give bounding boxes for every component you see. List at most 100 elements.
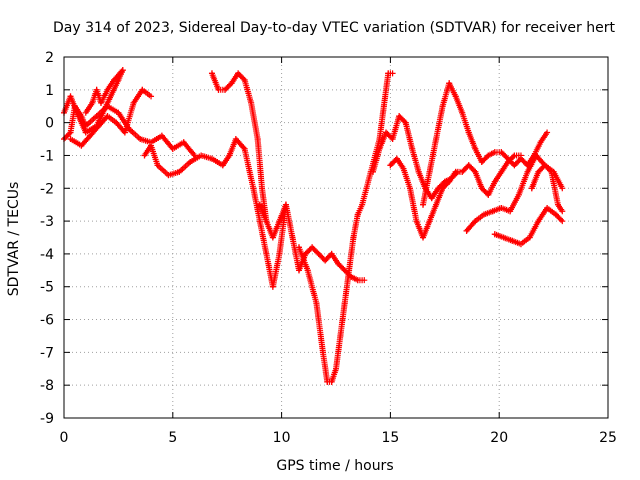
data-point bbox=[433, 201, 440, 208]
data-point bbox=[428, 195, 435, 202]
data-point bbox=[130, 99, 137, 106]
data-point bbox=[498, 149, 505, 156]
data-point bbox=[489, 208, 496, 215]
data-point bbox=[304, 267, 311, 274]
satellite-track-2 bbox=[61, 103, 198, 159]
data-point bbox=[263, 250, 270, 257]
x-axis-label: GPS time / hours bbox=[276, 458, 393, 474]
data-point bbox=[141, 152, 148, 159]
x-tick-label: 0 bbox=[60, 430, 69, 446]
data-point bbox=[511, 162, 518, 169]
data-point bbox=[315, 250, 322, 257]
data-point bbox=[387, 162, 394, 169]
data-point bbox=[121, 129, 128, 136]
data-point bbox=[256, 201, 263, 208]
data-point bbox=[269, 234, 276, 241]
y-tick-label: 0 bbox=[45, 116, 54, 132]
data-point bbox=[554, 201, 561, 208]
data-point bbox=[500, 234, 507, 241]
data-point bbox=[559, 218, 566, 225]
satellite-track-1 bbox=[61, 67, 126, 136]
satellite-track-8 bbox=[369, 113, 461, 202]
grid-lines bbox=[64, 57, 608, 418]
data-point bbox=[361, 277, 368, 284]
data-point bbox=[256, 218, 263, 225]
data-point bbox=[491, 149, 498, 156]
data-point bbox=[517, 155, 524, 162]
data-point bbox=[393, 155, 400, 162]
y-tick-label: 1 bbox=[45, 83, 54, 99]
data-point bbox=[439, 103, 446, 110]
data-point bbox=[478, 185, 485, 192]
data-point bbox=[528, 185, 535, 192]
data-point bbox=[446, 178, 453, 185]
data-point bbox=[337, 332, 344, 339]
data-point bbox=[472, 218, 479, 225]
data-point bbox=[433, 136, 440, 143]
data-point bbox=[420, 201, 427, 208]
data-point bbox=[148, 93, 155, 100]
data-point bbox=[559, 208, 566, 215]
data-point bbox=[269, 283, 276, 290]
y-tick-label: -5 bbox=[40, 280, 54, 296]
data-point bbox=[139, 86, 146, 93]
data-point bbox=[119, 67, 126, 74]
data-point bbox=[472, 168, 479, 175]
data-point bbox=[235, 70, 242, 77]
data-point bbox=[82, 109, 89, 116]
data-point bbox=[104, 86, 111, 93]
data-marks bbox=[61, 67, 566, 385]
y-tick-label: -2 bbox=[40, 181, 54, 197]
data-point bbox=[250, 185, 257, 192]
data-point bbox=[222, 86, 229, 93]
x-tick-label: 15 bbox=[381, 430, 399, 446]
data-point bbox=[93, 86, 100, 93]
data-point bbox=[498, 168, 505, 175]
data-point bbox=[89, 99, 96, 106]
data-point bbox=[426, 218, 433, 225]
data-point bbox=[104, 103, 111, 110]
data-point bbox=[491, 178, 498, 185]
y-tick-label: 2 bbox=[45, 50, 54, 66]
data-point bbox=[537, 139, 544, 146]
satellite-track-3 bbox=[67, 86, 155, 149]
y-tick-label: -4 bbox=[40, 247, 54, 263]
y-tick-label: -8 bbox=[40, 378, 54, 394]
data-point bbox=[354, 211, 361, 218]
data-point bbox=[296, 244, 303, 251]
data-point bbox=[208, 155, 215, 162]
y-tick-label: -6 bbox=[40, 313, 54, 329]
data-point bbox=[341, 300, 348, 307]
data-point bbox=[498, 204, 505, 211]
satellite-track-6 bbox=[256, 201, 368, 284]
plot-frame bbox=[63, 56, 609, 419]
data-point bbox=[526, 234, 533, 241]
data-point bbox=[67, 136, 74, 143]
data-point bbox=[463, 227, 470, 234]
data-point bbox=[289, 234, 296, 241]
data-point bbox=[369, 168, 376, 175]
x-tick-label: 20 bbox=[490, 430, 508, 446]
data-point bbox=[426, 168, 433, 175]
data-point bbox=[452, 93, 459, 100]
data-point bbox=[524, 168, 531, 175]
data-point bbox=[406, 185, 413, 192]
data-point bbox=[350, 234, 357, 241]
data-point bbox=[78, 142, 85, 149]
x-tick-label: 25 bbox=[599, 430, 617, 446]
data-point bbox=[507, 208, 514, 215]
data-point bbox=[93, 113, 100, 120]
y-tick-labels: -9 -8 -7 -6 -5 -4 -3 -2 -1 0 1 2 bbox=[40, 50, 54, 427]
data-point bbox=[509, 237, 516, 244]
data-point bbox=[396, 113, 403, 120]
data-point bbox=[241, 145, 248, 152]
y-tick-label: -3 bbox=[40, 214, 54, 230]
data-point bbox=[533, 152, 540, 159]
data-point bbox=[333, 365, 339, 372]
data-point bbox=[420, 234, 427, 241]
data-point bbox=[248, 99, 255, 106]
data-point bbox=[95, 122, 102, 129]
data-point bbox=[389, 136, 396, 143]
data-point bbox=[111, 76, 118, 83]
